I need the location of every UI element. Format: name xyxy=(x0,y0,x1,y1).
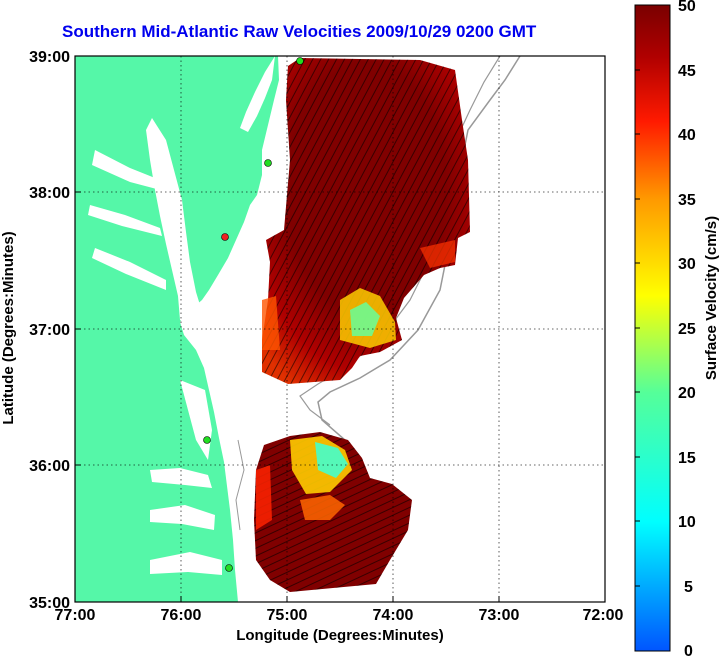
land-mass xyxy=(75,56,279,602)
colorbar-tick-label: 20 xyxy=(678,385,696,402)
colorbar-label: Surface Velocity (cm/s) xyxy=(703,216,720,380)
station-marker-active xyxy=(225,564,233,572)
y-tick-label: 37:00 xyxy=(29,322,70,339)
x-tick-label: 74:00 xyxy=(373,607,414,624)
station-markers xyxy=(203,57,304,572)
colorbar xyxy=(634,4,671,652)
station-marker-active xyxy=(296,57,304,65)
x-axis-label: Longitude (Degrees:Minutes) xyxy=(236,627,444,644)
y-tick-label: 39:00 xyxy=(29,49,70,66)
colorbar-tick-label: 0 xyxy=(684,643,693,659)
x-tick-label: 77:00 xyxy=(55,607,96,624)
y-tick-label: 35:00 xyxy=(29,595,70,612)
colorbar-tick-label: 40 xyxy=(678,127,696,144)
plot-title: Southern Mid-Atlantic Raw Velocities 200… xyxy=(62,22,537,41)
y-tick-label: 38:00 xyxy=(29,185,70,202)
x-tick-label: 75:00 xyxy=(267,607,308,624)
y-axis-label: Latitude (Degrees:Minutes) xyxy=(0,231,17,424)
grid xyxy=(75,56,605,602)
x-tick-label: 72:00 xyxy=(583,607,624,624)
station-marker-active xyxy=(264,159,272,167)
delaware-bay xyxy=(240,56,275,132)
colorbar-tick-label: 30 xyxy=(678,256,696,273)
chesapeake-bay xyxy=(146,118,204,328)
colorbar-tick-label: 5 xyxy=(684,579,693,596)
colorbar-tick-label: 15 xyxy=(678,450,696,467)
colorbar-tick-label: 45 xyxy=(678,63,696,80)
x-tick-label: 73:00 xyxy=(479,607,520,624)
colorbar-tick-label: 25 xyxy=(678,321,696,338)
station-marker-inactive xyxy=(221,233,229,241)
x-tick-label: 76:00 xyxy=(161,607,202,624)
colorbar-tick-label: 35 xyxy=(678,192,696,209)
colorbar-tick-label: 50 xyxy=(678,0,696,15)
y-tick-label: 36:00 xyxy=(29,458,70,475)
station-marker-active xyxy=(203,436,211,444)
colorbar-tick-label: 10 xyxy=(678,514,696,531)
